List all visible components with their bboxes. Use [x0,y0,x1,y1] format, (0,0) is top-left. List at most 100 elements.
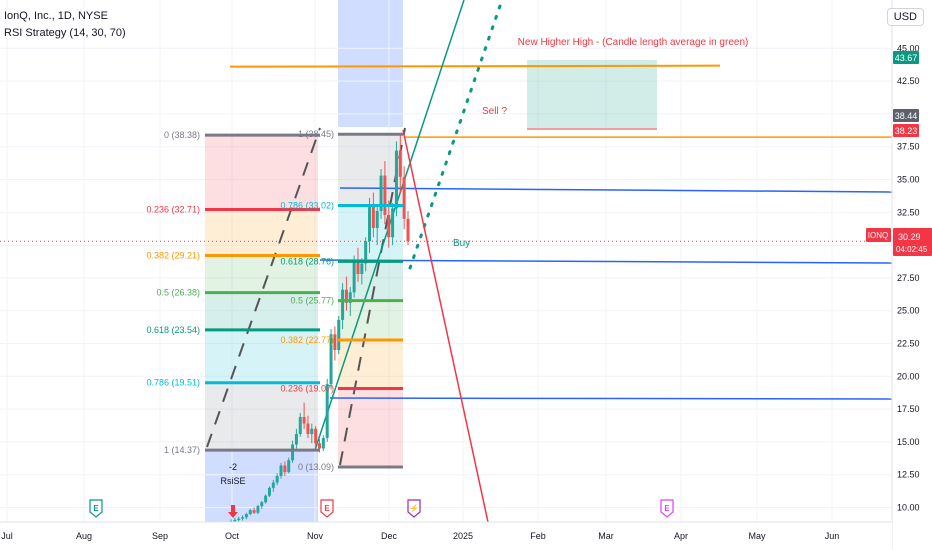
buy-note: Buy [453,238,470,249]
candle [337,319,341,351]
price-tick: 45.00 [897,43,920,53]
signal-label: RsiSE [220,476,245,486]
candle [302,416,306,424]
time-tick: Mar [598,531,614,541]
chart-background [205,0,403,522]
price-label-value: 43.67 [895,53,918,63]
candle [375,210,379,229]
fib-right-label: 0.5 (25.77) [290,296,334,306]
earnings-marker [320,499,334,518]
price-label-value: 38.23 [895,126,918,136]
fib-left-label: 0.618 (23.54) [146,325,200,335]
candle [248,510,252,515]
fib-right-label: 1 (38.45) [298,129,334,139]
fib-zone-left [205,209,318,256]
price-tick: 35.00 [897,175,920,185]
time-tick: Nov [307,531,324,541]
candle [314,428,318,444]
price-axis-bg [892,0,932,550]
candle [360,263,364,274]
time-tick: Jun [825,531,840,541]
candle [402,176,406,219]
time-tick: Sep [152,531,168,541]
fib-zone-right [338,300,403,340]
split-marker [407,499,421,518]
candle [333,334,337,351]
candle [348,292,352,303]
indicator-legend[interactable]: RSI Strategy (14, 30, 70) [4,27,126,39]
candle [325,384,329,438]
fib-right-label: 0.618 (28.76) [280,256,334,266]
candle [260,502,264,507]
dashed-projection-right [339,127,406,466]
downtrend-line [402,129,489,523]
sell-note: Sell ? [482,106,507,117]
chart-title: IonQ, Inc., 1D, NYSE [4,10,108,22]
earnings-marker [89,499,103,518]
event-marker-label: E [93,504,99,513]
currency-button[interactable]: USD [886,8,924,26]
candle [283,465,287,473]
candle [383,175,387,215]
signal-count: -2 [229,462,237,472]
fib-zone-left [205,292,318,330]
price-tick: 37.50 [897,142,920,152]
candle [244,514,248,518]
candle [364,241,368,264]
projected-uptrend-dotted [408,0,504,270]
candle [306,423,310,435]
event-marker-label: E [664,504,670,513]
fib-zone-left [205,382,318,451]
price-label-box [893,124,919,137]
time-tick: Aug [76,531,92,541]
price-tick: 42.50 [897,76,920,86]
grid [0,0,892,522]
fib-left-label: 0.236 (32.71) [146,205,200,215]
candle [321,437,325,449]
candle [344,289,348,303]
fib-left-label: 0 (38.38) [164,130,200,140]
fib-zone-left [205,329,318,383]
candle [391,208,395,238]
fib-zone-right [338,134,403,206]
time-axis-bg [0,522,892,550]
candle [233,519,237,522]
drawing-lines [0,0,893,523]
price-tick: 17.50 [897,404,920,414]
fib-zone-right [338,388,403,467]
fib-left-label: 0.382 (29.21) [146,250,200,260]
price-tick: 15.00 [897,437,920,447]
fib-left-label: 1 (14.37) [164,445,200,455]
event-marker-label: E [324,504,330,513]
price-tick: 22.50 [897,339,920,349]
candle [341,289,345,320]
fib-right-label: 0.236 (19.07) [280,384,334,394]
candle [267,487,271,496]
fib-left-label: 0.786 (19.51) [146,378,200,388]
fib-zone-left [205,255,318,293]
current-price-box [893,228,932,256]
middle-blue-line [319,259,893,264]
lower-blue-line [329,397,893,400]
candles [229,134,410,525]
annotations: New Higher High - (Candle length average… [220,37,748,518]
candle [387,214,391,238]
candle [371,207,375,229]
candle [241,517,245,519]
candle [256,506,260,513]
price-tick: 32.50 [897,207,920,217]
price-tick: 12.50 [897,470,920,480]
candle [252,510,256,513]
time-tick: Apr [674,531,688,541]
price-label-value: 38.44 [895,111,918,121]
price-label-box [893,51,919,64]
candle [379,175,383,211]
candle [275,476,279,483]
target-box [527,60,657,128]
fib-left-label: 0.5 (26.38) [156,288,200,298]
price-tick: 20.00 [897,371,920,381]
symbol-tag-box [866,228,891,242]
time-axis: Jul Aug Sep Oct Nov Dec 2025 Feb Mar Apr May Jun [0,521,892,550]
candle [310,428,314,435]
